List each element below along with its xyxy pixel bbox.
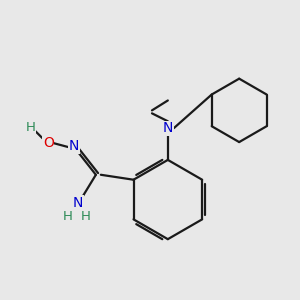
Text: H: H bbox=[26, 121, 35, 134]
Text: O: O bbox=[43, 136, 54, 150]
Text: N: N bbox=[69, 139, 79, 153]
Text: N: N bbox=[73, 196, 83, 209]
Text: H: H bbox=[63, 210, 73, 223]
Text: H: H bbox=[81, 210, 91, 223]
Text: N: N bbox=[163, 121, 173, 135]
